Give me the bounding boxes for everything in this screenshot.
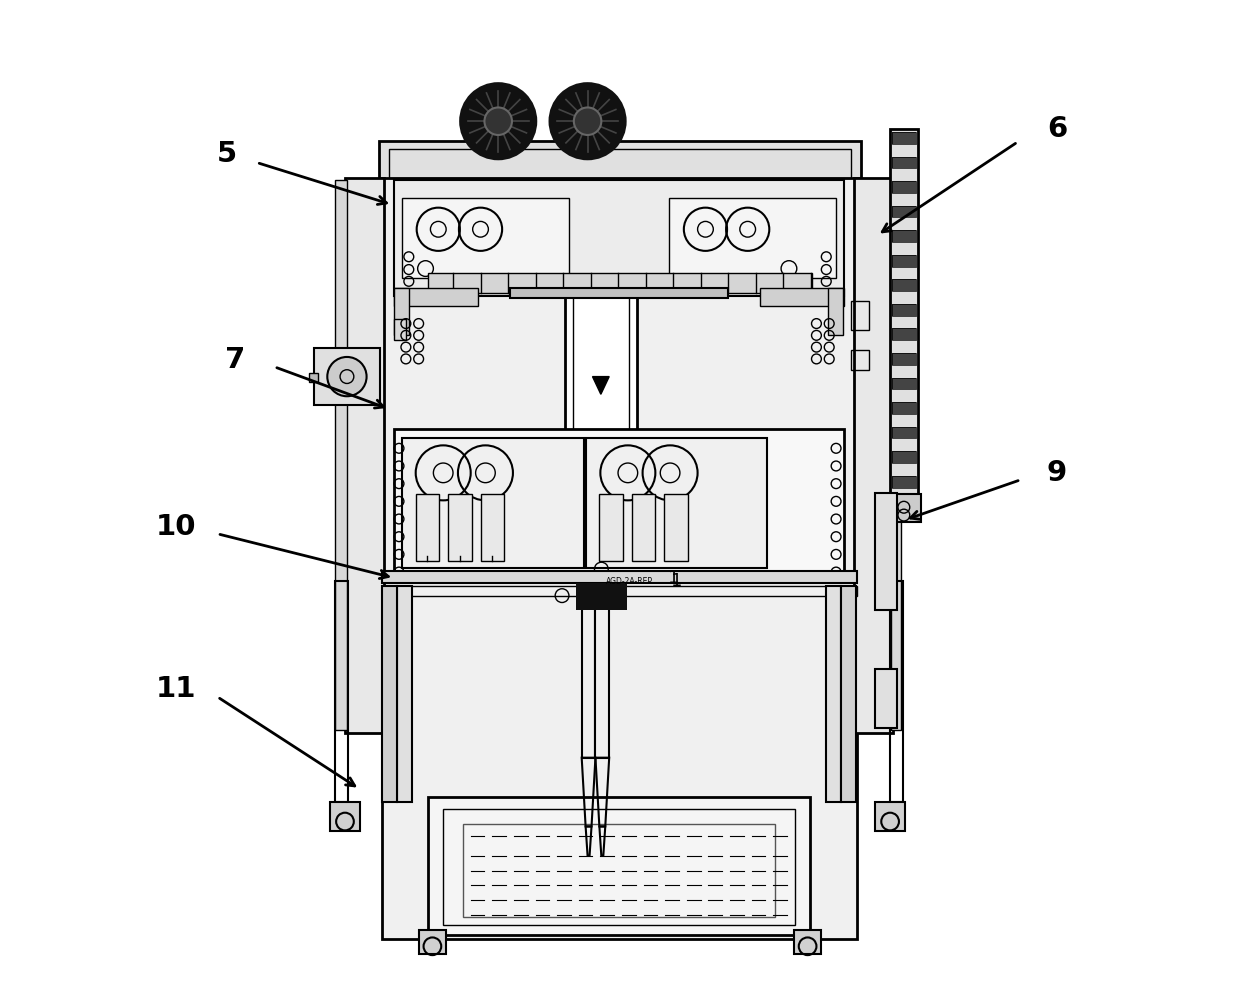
Bar <box>394 428 844 576</box>
Bar <box>394 180 844 296</box>
Bar <box>463 823 775 917</box>
Text: 1: 1 <box>671 572 683 590</box>
Bar <box>394 289 477 306</box>
Text: AGD-2A-REP: AGD-2A-REP <box>606 577 653 586</box>
Bar <box>892 476 915 488</box>
Bar <box>382 164 857 940</box>
Bar <box>481 494 505 561</box>
Bar <box>379 141 861 178</box>
Text: 11: 11 <box>156 675 196 703</box>
Bar <box>389 149 851 178</box>
Bar <box>402 438 584 568</box>
Text: 7: 7 <box>224 346 246 374</box>
Bar <box>892 427 915 438</box>
Bar <box>665 494 688 561</box>
Bar <box>415 494 439 561</box>
Bar <box>828 289 843 335</box>
Text: 9: 9 <box>1047 459 1068 487</box>
Bar <box>892 476 915 488</box>
Bar <box>314 348 381 405</box>
Bar <box>892 181 915 193</box>
Bar <box>892 304 915 316</box>
Bar <box>382 586 397 802</box>
Bar <box>382 586 857 596</box>
Bar <box>892 157 915 168</box>
Bar <box>892 451 915 463</box>
Bar <box>429 274 811 294</box>
Bar <box>875 669 897 728</box>
Circle shape <box>327 357 367 396</box>
Bar <box>892 280 915 292</box>
Bar <box>875 802 905 831</box>
Bar <box>892 230 915 242</box>
Bar <box>890 581 903 802</box>
Bar <box>875 492 897 611</box>
Bar <box>892 180 901 730</box>
Bar <box>419 930 446 954</box>
Bar <box>892 304 915 316</box>
Bar <box>632 494 656 561</box>
Bar <box>892 181 915 193</box>
Circle shape <box>551 84 625 159</box>
Bar <box>892 157 915 168</box>
Circle shape <box>461 84 536 159</box>
Bar <box>851 301 868 330</box>
Bar <box>892 377 915 389</box>
Text: 6: 6 <box>1047 115 1068 143</box>
Bar <box>582 606 595 757</box>
Polygon shape <box>593 376 609 394</box>
Bar <box>575 583 627 611</box>
Bar <box>892 402 915 414</box>
Circle shape <box>485 107 512 135</box>
Bar <box>892 280 915 292</box>
Text: 5: 5 <box>217 140 237 167</box>
Text: 10: 10 <box>156 513 196 541</box>
Bar <box>892 451 915 463</box>
Bar <box>330 802 360 831</box>
Bar <box>892 255 915 267</box>
Bar <box>892 402 915 414</box>
Bar <box>335 180 347 730</box>
Bar <box>599 494 622 561</box>
Bar <box>429 797 810 935</box>
Bar <box>892 255 915 267</box>
Bar <box>394 318 405 340</box>
Bar <box>892 427 915 438</box>
Bar <box>397 586 412 802</box>
Bar <box>335 581 348 802</box>
Bar <box>670 198 836 279</box>
Bar <box>892 353 915 364</box>
Bar <box>892 132 915 144</box>
Bar <box>890 129 918 497</box>
Bar <box>892 206 915 218</box>
Bar <box>760 289 844 306</box>
Bar <box>826 586 841 802</box>
Bar <box>394 289 409 335</box>
Bar <box>448 494 471 561</box>
Bar <box>892 132 915 144</box>
Bar <box>510 289 728 298</box>
Bar <box>892 206 915 218</box>
Bar <box>382 571 857 583</box>
Circle shape <box>574 107 601 135</box>
Bar <box>892 353 915 364</box>
Bar <box>854 178 893 733</box>
Bar <box>892 328 915 340</box>
Text: 1: 1 <box>668 569 680 587</box>
Bar <box>565 292 636 433</box>
Bar <box>887 494 920 522</box>
Bar <box>892 230 915 242</box>
Bar <box>892 377 915 389</box>
Bar <box>851 350 868 369</box>
Bar <box>841 586 856 802</box>
Bar <box>345 178 384 733</box>
Bar <box>892 328 915 340</box>
Bar <box>573 296 629 430</box>
Bar <box>585 438 768 568</box>
Bar <box>402 198 569 279</box>
Bar <box>595 606 609 757</box>
Bar <box>794 930 821 954</box>
Bar <box>443 809 795 925</box>
Bar <box>309 372 319 382</box>
